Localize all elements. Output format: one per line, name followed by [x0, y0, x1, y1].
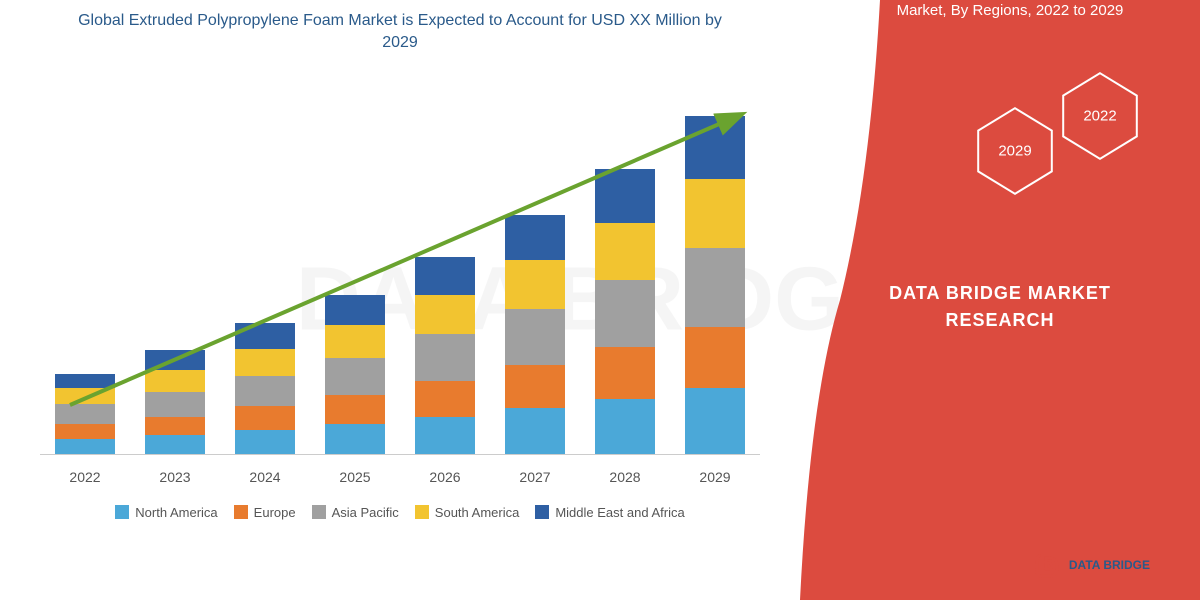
bar-segment — [55, 374, 115, 388]
bar-segment — [505, 215, 565, 260]
bar-segment — [595, 169, 655, 223]
bar-group — [325, 295, 385, 455]
bar-segment — [235, 406, 295, 429]
bar-segment — [235, 323, 295, 348]
legend-swatch — [115, 505, 129, 519]
bar-group — [415, 257, 475, 455]
x-axis-label: 2022 — [55, 469, 115, 485]
legend-swatch — [234, 505, 248, 519]
chart-panel: Global Extruded Polypropylene Foam Marke… — [0, 0, 800, 600]
hexagon-2022-label: 2022 — [1083, 108, 1116, 125]
legend-label: South America — [435, 505, 520, 520]
brand-line1: DATA BRIDGE MARKET — [800, 280, 1200, 307]
x-axis-label: 2027 — [505, 469, 565, 485]
bar-group — [685, 116, 745, 454]
bottom-logo: DATA BRIDGE — [1033, 552, 1150, 580]
right-panel-title: Market, By Regions, 2022 to 2029 — [840, 0, 1180, 21]
bar-segment — [505, 309, 565, 365]
bar-segment — [685, 388, 745, 455]
legend-item: Middle East and Africa — [535, 505, 684, 520]
bar-segment — [685, 327, 745, 388]
bar-segment — [685, 179, 745, 247]
logo-text: DATA BRIDGE — [1069, 559, 1150, 572]
bar-segment — [415, 381, 475, 417]
chart-baseline — [40, 454, 760, 455]
hexagon-2022: 2022 — [1060, 70, 1140, 162]
bar-segment — [415, 295, 475, 335]
x-axis-label: 2025 — [325, 469, 385, 485]
bar-segment — [685, 248, 745, 327]
x-axis-labels: 2022 2023 2024 2025 2026 2027 2028 2029 — [40, 469, 760, 485]
legend-item: Europe — [234, 505, 296, 520]
bar-segment — [235, 430, 295, 455]
legend-label: North America — [135, 505, 217, 520]
bar-segment — [325, 325, 385, 357]
legend-label: Europe — [254, 505, 296, 520]
bar-segment — [325, 395, 385, 424]
bar-segment — [55, 424, 115, 438]
x-axis-label: 2026 — [415, 469, 475, 485]
bars-container — [40, 95, 760, 455]
bar-group — [595, 169, 655, 455]
bar-segment — [55, 404, 115, 424]
bar-segment — [55, 439, 115, 455]
bar-group — [235, 323, 295, 454]
bar-segment — [415, 334, 475, 381]
bar-segment — [145, 392, 205, 417]
bar-group — [145, 350, 205, 454]
bar-group — [505, 215, 565, 454]
chart-legend: North America Europe Asia Pacific South Ame… — [20, 505, 780, 520]
x-axis-label: 2028 — [595, 469, 655, 485]
right-panel: Market, By Regions, 2022 to 2029 2029 20… — [800, 0, 1200, 600]
bar-segment — [325, 358, 385, 396]
bar-segment — [415, 417, 475, 455]
bar-segment — [145, 350, 205, 370]
legend-swatch — [535, 505, 549, 519]
bar-segment — [145, 435, 205, 455]
bar-segment — [325, 295, 385, 326]
bar-segment — [145, 417, 205, 435]
bar-segment — [55, 388, 115, 404]
logo-mark-icon — [1033, 552, 1061, 580]
bar-segment — [595, 347, 655, 399]
legend-label: Middle East and Africa — [555, 505, 684, 520]
bar-segment — [505, 365, 565, 408]
bar-segment — [595, 223, 655, 281]
chart-title: Global Extruded Polypropylene Foam Marke… — [20, 10, 780, 55]
bar-segment — [595, 399, 655, 455]
bar-segment — [235, 349, 295, 376]
legend-item: North America — [115, 505, 217, 520]
hexagon-2029: 2029 — [975, 105, 1055, 197]
bar-segment — [235, 376, 295, 407]
bar-segment — [505, 260, 565, 309]
legend-label: Asia Pacific — [332, 505, 399, 520]
bar-segment — [685, 116, 745, 179]
legend-item: South America — [415, 505, 520, 520]
bar-segment — [325, 424, 385, 455]
x-axis-label: 2024 — [235, 469, 295, 485]
legend-swatch — [415, 505, 429, 519]
x-axis-label: 2023 — [145, 469, 205, 485]
legend-swatch — [312, 505, 326, 519]
hexagon-2029-label: 2029 — [998, 143, 1031, 160]
bar-segment — [145, 370, 205, 392]
bar-segment — [415, 257, 475, 295]
bar-group — [55, 374, 115, 455]
chart-area: 2022 2023 2024 2025 2026 2027 2028 2029 — [20, 75, 780, 495]
legend-item: Asia Pacific — [312, 505, 399, 520]
brand-text: DATA BRIDGE MARKET RESEARCH — [800, 280, 1200, 334]
brand-line2: RESEARCH — [800, 307, 1200, 334]
bar-segment — [595, 280, 655, 347]
x-axis-label: 2029 — [685, 469, 745, 485]
bar-segment — [505, 408, 565, 455]
